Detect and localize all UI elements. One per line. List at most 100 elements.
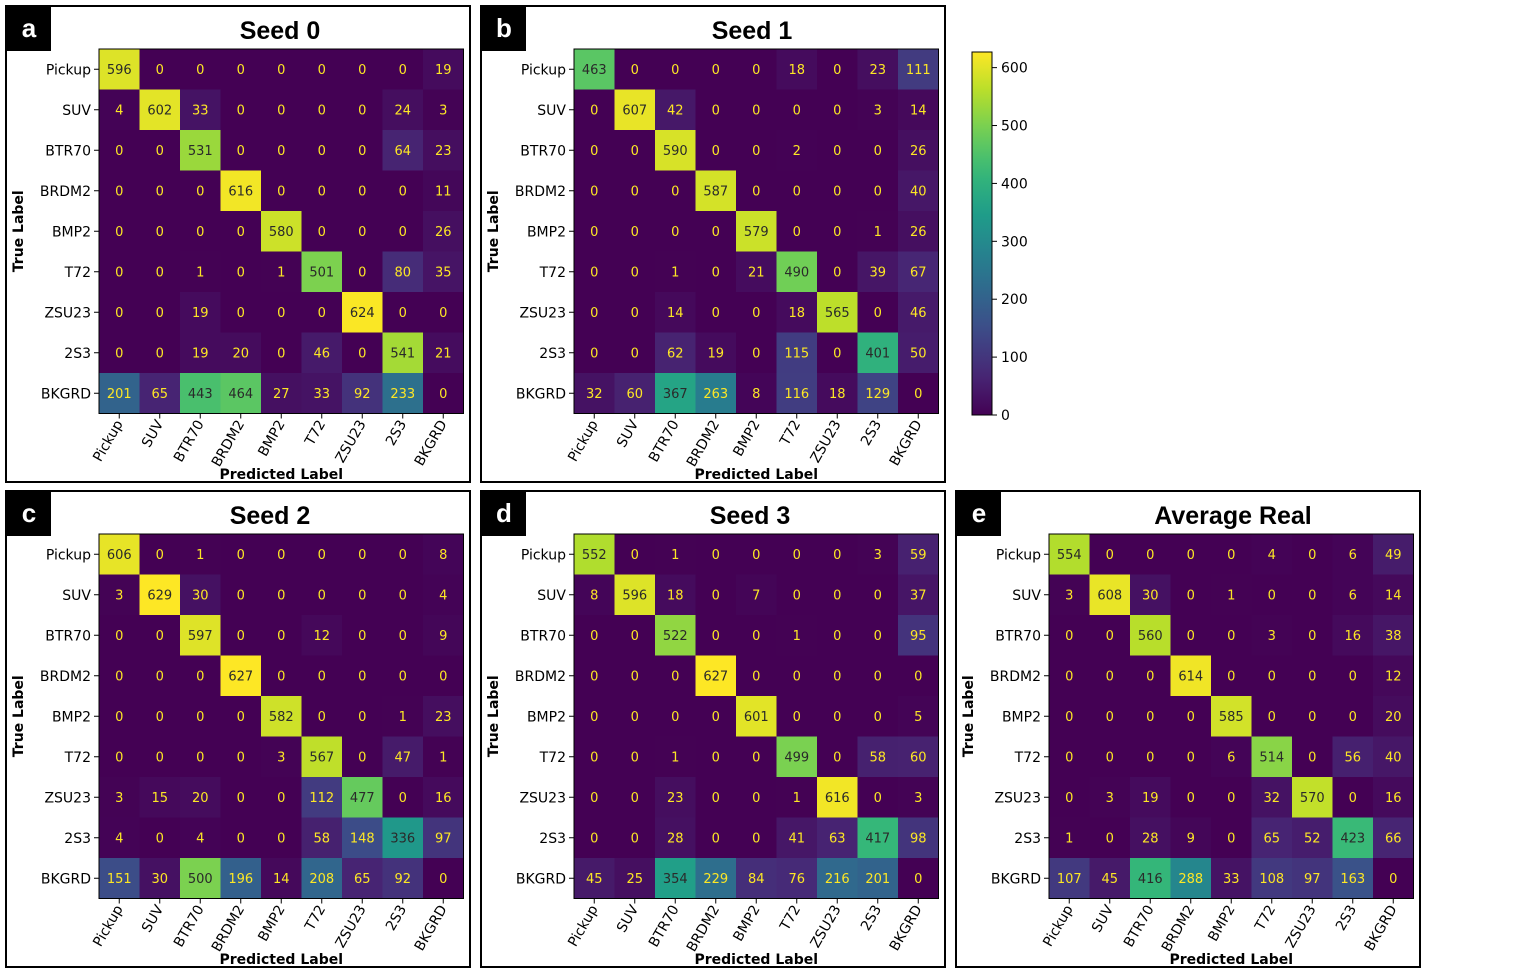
matrix-cell <box>342 130 383 171</box>
y-tick-label: T72 <box>64 265 91 281</box>
cell-value: 0 <box>793 225 801 240</box>
matrix-cell <box>139 615 181 656</box>
cell-value: 0 <box>1308 710 1316 725</box>
cell-value: 3 <box>1065 588 1073 603</box>
panel-a: 596 0 0 0 0 0 0 0 19 4 602 33 0 0 0 0 24 3 0 0 531 0 0 0 0 64 23 0 0… <box>5 5 471 483</box>
cell-value: 0 <box>237 629 245 644</box>
cell-value: 0 <box>874 144 882 159</box>
cell-value: 0 <box>277 588 285 603</box>
matrix-cells: 596 0 0 0 0 0 0 0 194 602 33 0 0 0 0 24 30 0 531 0 0 0 0 64 230 0… <box>99 49 464 414</box>
matrix-cell <box>776 574 818 616</box>
cell-value: 33 <box>313 387 330 402</box>
cell-value: 14 <box>273 872 290 887</box>
cell-value: 0 <box>237 103 245 118</box>
cell-value: 554 <box>1057 548 1082 563</box>
matrix-cell <box>1373 574 1414 616</box>
cell-value: 629 <box>147 588 172 603</box>
cell-value: 9 <box>1187 831 1195 846</box>
matrix-cell <box>857 615 899 656</box>
cell-value: 0 <box>631 629 639 644</box>
matrix-cell <box>776 373 818 414</box>
panel-letter: d <box>482 492 526 536</box>
matrix-cell <box>574 817 615 859</box>
cell-value: 0 <box>712 548 720 563</box>
cell-value: 0 <box>237 791 245 806</box>
matrix-cell <box>423 211 464 252</box>
matrix-cell <box>1373 696 1414 737</box>
cell-value: 0 <box>277 669 285 684</box>
matrix-cell <box>1332 817 1374 859</box>
matrix-cell <box>180 534 221 575</box>
cell-value: 0 <box>156 548 164 563</box>
matrix-cell <box>423 655 464 697</box>
cell-value: 0 <box>631 791 639 806</box>
cell-value: 500 <box>188 872 213 887</box>
matrix-cell <box>301 292 343 333</box>
x-tick-label: BKGRD <box>887 903 926 954</box>
cell-value: 0 <box>358 669 366 684</box>
matrix-cell <box>1130 696 1171 737</box>
matrix-cell <box>857 373 899 414</box>
x-tick-label: SUV <box>139 417 167 450</box>
matrix-cell <box>342 736 383 778</box>
matrix-cell <box>220 211 262 252</box>
x-tick-label: ZSU23 <box>808 418 845 466</box>
cell-value: 0 <box>1349 791 1357 806</box>
cell-value: 0 <box>874 710 882 725</box>
matrix-cell <box>261 211 302 252</box>
cell-value: 92 <box>394 872 411 887</box>
matrix-cell <box>382 49 424 90</box>
cell-value: 0 <box>631 710 639 725</box>
cell-value: 15 <box>151 791 168 806</box>
cell-value: 627 <box>703 669 728 684</box>
matrix-cell <box>776 332 818 374</box>
panel-letter: c <box>7 492 51 536</box>
cell-value: 0 <box>1187 710 1195 725</box>
cell-value: 417 <box>865 831 890 846</box>
cell-value: 151 <box>107 872 132 887</box>
cell-value: 0 <box>399 306 407 321</box>
matrix-cell <box>614 373 656 414</box>
matrix-cell <box>1211 655 1252 697</box>
cell-value: 30 <box>192 588 209 603</box>
matrix-cell <box>342 170 383 212</box>
cell-value: 0 <box>752 346 760 361</box>
matrix-cell <box>99 251 140 293</box>
cell-value: 0 <box>752 750 760 765</box>
matrix-cell <box>139 655 181 697</box>
matrix-cell <box>220 89 262 131</box>
matrix-cell <box>1130 615 1171 656</box>
cell-value: 570 <box>1300 791 1325 806</box>
cell-value: 0 <box>237 548 245 563</box>
y-axis-label: True Label <box>486 190 502 272</box>
matrix-cell <box>99 777 140 818</box>
matrix-cell <box>99 373 140 414</box>
cell-value: 32 <box>1263 791 1280 806</box>
cell-value: 14 <box>910 103 927 118</box>
matrix-cell <box>776 89 818 131</box>
cell-value: 0 <box>1308 548 1316 563</box>
cell-value: 602 <box>147 103 172 118</box>
cell-value: 49 <box>1385 548 1402 563</box>
matrix-cell <box>695 292 737 333</box>
matrix-cell <box>614 49 656 90</box>
x-tick-label: BMP2 <box>1205 903 1238 945</box>
cell-value: 42 <box>667 103 684 118</box>
matrix-cell <box>655 170 696 212</box>
matrix-cell <box>382 858 424 899</box>
y-tick-label: BMP2 <box>527 224 566 240</box>
cell-value: 30 <box>1142 588 1159 603</box>
matrix-cell <box>574 696 615 737</box>
cell-value: 0 <box>833 265 841 280</box>
matrix-cell <box>898 130 939 171</box>
cell-value: 0 <box>115 669 123 684</box>
cell-value: 60 <box>626 387 643 402</box>
matrix-cell <box>614 696 656 737</box>
matrix-cell <box>776 696 818 737</box>
matrix-cell <box>180 292 221 333</box>
cell-value: 107 <box>1057 872 1082 887</box>
matrix-cell <box>382 534 424 575</box>
matrix-cell <box>1170 736 1212 778</box>
matrix-cell <box>736 373 777 414</box>
